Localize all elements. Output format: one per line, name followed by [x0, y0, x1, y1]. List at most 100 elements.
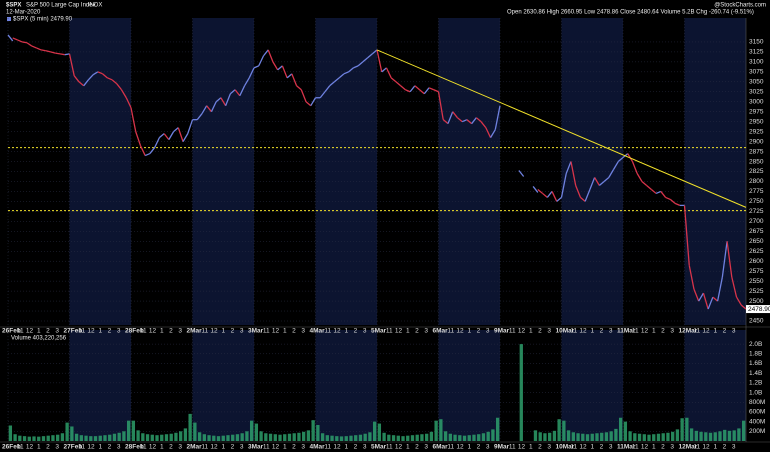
volume-bar — [354, 435, 358, 441]
x-hour-label: 12 — [210, 444, 218, 451]
price-bar — [735, 296, 742, 306]
price-bar — [598, 180, 605, 186]
x-hour-label: 11 — [140, 328, 147, 335]
y-tick-label: 2500 — [749, 298, 764, 305]
volume-bar — [439, 419, 443, 441]
volume-bar — [122, 431, 126, 441]
day-band — [315, 18, 377, 325]
x-hour-label: 2 — [538, 444, 542, 451]
x-hour-label: 1 — [98, 328, 102, 335]
x-hour-label: 1 — [467, 444, 471, 451]
y-tick-label: 2600 — [749, 258, 764, 265]
price-bar — [565, 161, 572, 174]
volume-bar — [637, 433, 642, 441]
x-hour-label: 2 — [415, 444, 419, 451]
price-bar — [45, 50, 51, 53]
volume-bar — [675, 429, 680, 441]
price-bar — [248, 67, 255, 79]
price-bar — [262, 49, 269, 57]
x-hour-label: 12 — [210, 328, 218, 335]
volume-bar — [37, 436, 41, 441]
day-band — [315, 330, 377, 441]
day-band — [69, 330, 131, 441]
price-bar — [646, 184, 652, 190]
price-bar — [87, 74, 94, 81]
volume-bar — [46, 435, 50, 441]
price-bar — [437, 91, 444, 120]
x-hour-label: 11 — [632, 328, 639, 335]
price-bar — [669, 198, 676, 204]
x-hour-label: 12 — [579, 328, 587, 335]
price-bar — [41, 49, 46, 52]
x-day-label: 6Mar — [433, 328, 449, 335]
volume-bar — [533, 430, 538, 441]
x-day-label: 26Feb — [2, 328, 21, 335]
x-hour-label: 12 — [333, 444, 341, 451]
volume-bar — [614, 428, 618, 441]
volume-bar — [462, 435, 467, 441]
volume-bar — [278, 434, 282, 441]
x-day-label: 9Mar — [494, 444, 510, 451]
y-tick-label: 2625 — [749, 248, 764, 255]
price-bar — [371, 49, 378, 55]
price-bar — [173, 127, 179, 133]
x-hour-label: 1 — [344, 444, 348, 451]
day-band — [69, 18, 131, 325]
price-bar — [608, 169, 615, 178]
volume-bar — [372, 421, 377, 441]
volume-bar — [708, 432, 713, 441]
price-bar — [556, 196, 562, 202]
price-bar — [163, 133, 170, 141]
volume-bar — [420, 434, 424, 441]
volume-bar — [704, 432, 708, 441]
price-bar — [206, 105, 212, 113]
y-tick-label: 2975 — [749, 108, 764, 115]
x-hour-label: 12 — [149, 328, 157, 335]
day-band — [438, 330, 500, 441]
day-band — [192, 18, 254, 325]
price-bar — [329, 81, 335, 87]
x-hour-label: 12 — [702, 328, 710, 335]
volume-bar — [723, 429, 727, 441]
y-tick-label: 2850 — [749, 158, 764, 165]
x-hour-label: 3 — [178, 444, 182, 451]
price-bar — [348, 67, 354, 73]
price-bar — [59, 53, 65, 56]
volume-bar — [216, 436, 221, 441]
x-day-label: 11Mar — [617, 328, 636, 335]
price-bar — [390, 77, 397, 83]
volume-bar — [117, 432, 121, 441]
price-bar — [712, 296, 719, 302]
volume-bar — [642, 434, 646, 441]
price-bar — [589, 177, 596, 190]
x-hour-label: 2 — [600, 444, 604, 451]
volume-tick-label: 1.4B — [749, 370, 762, 377]
x-hour-label: 3 — [732, 328, 736, 335]
volume-bar — [548, 432, 552, 441]
volume-bar — [486, 431, 490, 441]
volume-bar — [18, 435, 22, 441]
x-hour-label: 12 — [395, 444, 403, 451]
price-bar — [665, 196, 671, 201]
price-bar — [494, 105, 501, 130]
volume-bar — [311, 420, 315, 441]
price-bar — [319, 91, 326, 99]
volume-bar — [84, 435, 88, 441]
x-hour-label: 1 — [529, 444, 533, 451]
x-hour-label: 11 — [447, 444, 454, 451]
price-bar — [716, 277, 723, 302]
x-hour-label: 11 — [78, 444, 85, 451]
volume-bar — [358, 434, 363, 441]
volume-bar — [193, 422, 197, 441]
volume-bar — [458, 435, 462, 441]
x-hour-label: 11 — [78, 328, 85, 335]
x-hour-label: 2 — [661, 444, 665, 451]
volume-bar — [562, 420, 566, 441]
x-hour-label: 3 — [547, 444, 551, 451]
x-hour-label: 11 — [140, 444, 147, 451]
y-tick-label: 3025 — [749, 88, 764, 95]
x-hour-label: 12 — [26, 328, 34, 335]
price-bar — [168, 131, 175, 140]
x-hour-label: 1 — [37, 328, 41, 335]
volume-bar — [590, 433, 594, 441]
